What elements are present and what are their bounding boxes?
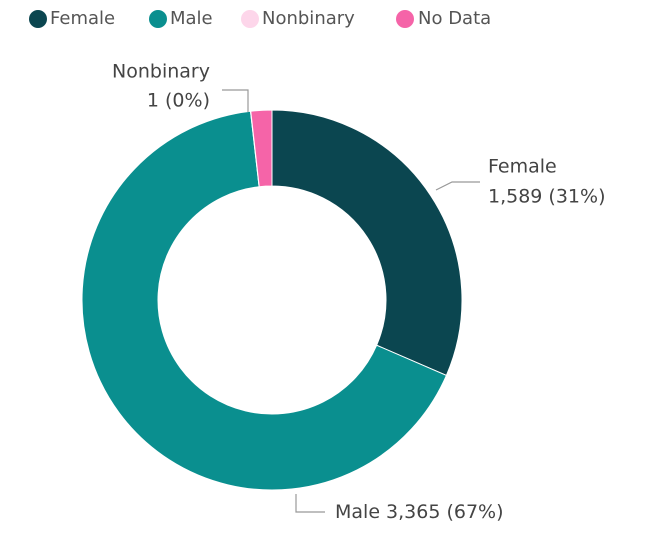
data-label-name: Male (335, 501, 380, 523)
legend-label: Male (170, 8, 213, 29)
legend-label: No Data (418, 8, 491, 29)
leader-line (222, 89, 249, 112)
donut-slice (271, 109, 463, 377)
legend-swatch (149, 10, 167, 28)
legend-label: Female (50, 8, 115, 29)
legend-label: Nonbinary (262, 8, 355, 29)
legend-swatch (396, 10, 414, 28)
leader-line (435, 181, 480, 191)
data-label-value: 1,589 (31%) (488, 186, 606, 208)
leader-line (295, 494, 325, 513)
legend-swatch (29, 10, 47, 28)
data-label-value: 1 (0%) (147, 90, 210, 112)
data-label-value: 3,365 (67%) (386, 501, 504, 523)
data-label: Male 3,365 (67%) (335, 501, 504, 523)
legend-swatch (241, 10, 259, 28)
data-label-name: Female (488, 156, 557, 178)
data-label-name: Nonbinary (112, 61, 210, 83)
donut-slice (81, 110, 448, 491)
donut-slice (250, 109, 273, 188)
